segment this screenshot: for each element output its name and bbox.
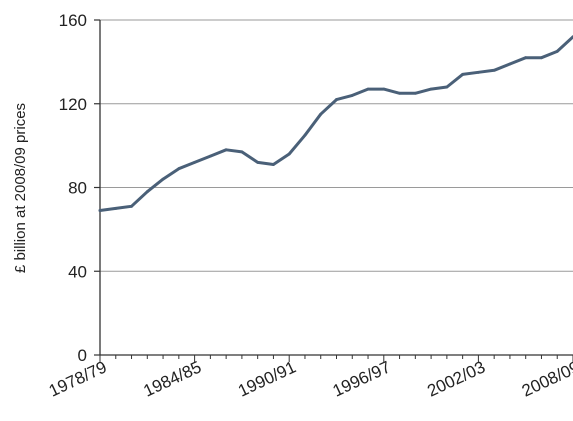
data-point xyxy=(461,73,465,76)
x-tick-label: 1990/91 xyxy=(235,357,299,400)
data-point xyxy=(114,207,118,210)
data-point xyxy=(272,163,275,166)
data-point xyxy=(224,148,228,152)
y-tick-label: 40 xyxy=(68,262,87,281)
x-tick-label: 2002/03 xyxy=(424,357,488,400)
data-point xyxy=(555,50,559,53)
data-point xyxy=(161,177,165,181)
data-point xyxy=(98,209,102,212)
data-point xyxy=(208,154,212,158)
y-tick-label: 120 xyxy=(59,95,87,114)
labels: £ billion at 2008/09 prices 0 40 80 120 160 1… xyxy=(12,11,573,401)
data-point xyxy=(287,152,291,156)
data-point xyxy=(524,56,528,60)
data-point xyxy=(193,160,197,164)
x-tick-label: 1984/85 xyxy=(141,357,205,400)
x-tick-label: 1996/97 xyxy=(330,357,394,400)
series xyxy=(98,35,573,212)
series-line xyxy=(98,35,573,212)
data-point xyxy=(319,112,323,116)
data-point xyxy=(177,167,181,171)
data-point xyxy=(540,56,543,60)
data-point xyxy=(240,150,244,154)
data-point xyxy=(477,70,480,74)
data-point xyxy=(445,85,449,89)
data-point xyxy=(130,204,133,208)
data-point xyxy=(492,68,496,72)
grid xyxy=(100,19,573,272)
data-point xyxy=(303,133,307,137)
x-tick-label: 2008/09 xyxy=(519,357,573,400)
data-point xyxy=(382,87,386,91)
data-point xyxy=(366,87,370,91)
axes xyxy=(94,19,573,362)
data-point xyxy=(508,62,512,66)
data-point xyxy=(398,91,401,95)
data-point xyxy=(413,91,417,95)
data-point xyxy=(256,160,260,164)
y-axis-title: £ billion at 2008/09 prices xyxy=(12,103,29,273)
data-point xyxy=(429,87,433,91)
data-point xyxy=(350,93,354,97)
y-tick-label: 80 xyxy=(68,179,87,198)
y-tick-label: 0 xyxy=(78,346,87,365)
y-tick-label: 160 xyxy=(59,11,87,30)
data-point xyxy=(145,190,149,194)
data-point xyxy=(335,98,338,101)
